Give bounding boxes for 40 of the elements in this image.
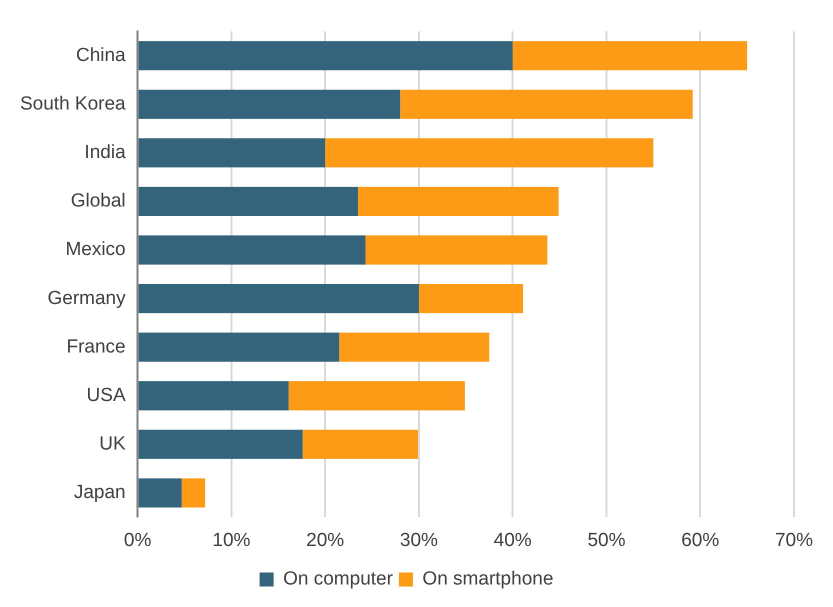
x-tick-label: 0% (124, 530, 152, 551)
x-tick-label: 70% (774, 530, 814, 551)
y-tick-label: Mexico (65, 239, 126, 260)
y-tick-label: South Korea (20, 94, 126, 115)
bar (138, 430, 303, 459)
bar (182, 478, 206, 508)
y-tick-label: France (66, 336, 126, 358)
bar (138, 235, 366, 265)
y-tick-label: Global (70, 190, 126, 212)
legend-label: On computer (283, 568, 394, 590)
bar (358, 186, 559, 216)
bar (138, 332, 340, 362)
x-tick-label: 10% (212, 530, 251, 551)
bar (138, 381, 289, 410)
bar (138, 186, 358, 216)
y-tick-label: India (84, 142, 126, 164)
x-tick-label: 60% (681, 530, 720, 551)
y-tick-label: Germany (47, 288, 126, 309)
bar (512, 41, 748, 70)
bar (302, 430, 418, 459)
bar (339, 332, 490, 362)
y-tick-label: USA (86, 384, 126, 406)
bar (288, 381, 465, 410)
bar (365, 235, 548, 265)
x-tick-label: 50% (587, 530, 626, 551)
bar (138, 478, 182, 508)
y-tick-label: China (76, 44, 126, 66)
bar (138, 41, 513, 70)
bar (138, 90, 400, 119)
bar (138, 138, 326, 168)
x-tick-label: 30% (400, 530, 438, 551)
bar (325, 138, 654, 168)
y-tick-label: UK (99, 434, 126, 455)
legend-label: On smartphone (422, 568, 554, 590)
bar (400, 90, 693, 119)
x-tick-label: 40% (494, 530, 532, 551)
y-tick-label: Japan (74, 482, 126, 504)
x-tick-label: 20% (306, 530, 344, 551)
bar (418, 284, 524, 314)
bar (138, 284, 419, 314)
